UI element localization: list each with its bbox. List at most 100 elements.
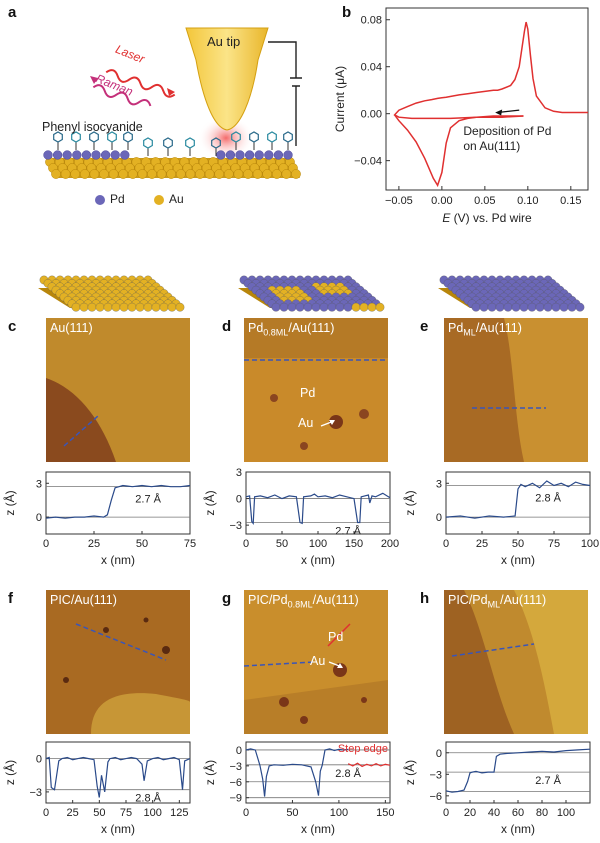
phenyl-ring: [249, 131, 259, 143]
model-au-atom: [151, 302, 161, 312]
pd-atom: [235, 150, 245, 160]
model-pd-atom: [527, 302, 537, 312]
profile-ytick-label: −6: [429, 791, 442, 803]
profile-xtick-label: 60: [512, 807, 524, 819]
profile-chart-h: 0 20 40 60 80 100 −6 −3 0 2.7 Å z (Å) x (nm): [402, 741, 591, 836]
profile-frame: [245, 741, 391, 804]
cv-xtick-label: −0.05: [385, 195, 413, 207]
stm-label-d-sub: 0.8ML: [263, 327, 289, 338]
stm-label-h-tail: /Au(111): [500, 593, 547, 607]
cv-xlabel-symbol: E: [442, 211, 451, 225]
stm-g-au-label: Au: [310, 654, 326, 668]
profile-step-annotation: 2.8 Å: [335, 767, 361, 780]
profile-ytick-label: −3: [29, 787, 42, 799]
cv-chart: −0.05 0.00 0.05 0.10 0.15 −0.04 0.00 0.04 0.08 De…: [333, 7, 589, 225]
profile-xtick-label: 50: [136, 538, 148, 550]
profile-frame: [245, 471, 391, 535]
model-pd-atom: [519, 302, 529, 312]
circuit-wire: [268, 41, 302, 146]
pd-atom: [43, 150, 53, 160]
panel-letter-f: f: [8, 590, 13, 607]
model-au-atom: [87, 302, 97, 312]
au-atom: [262, 169, 273, 179]
stm-image-d: Pd0.8ML/Au(111) Pd Au: [244, 318, 388, 462]
profile-xtick-label: 50: [276, 538, 288, 550]
stm-image-c: Au(111): [46, 318, 190, 462]
profile-line: [445, 748, 591, 793]
stm-label-e-sub: ML: [463, 327, 476, 338]
au-atom: [233, 169, 244, 179]
laser-arrow: [167, 88, 175, 96]
model-au-atom: [159, 302, 169, 312]
stm-d-pd-label: Pd: [300, 386, 316, 400]
stm-label-e-tail: /Au(111): [475, 321, 522, 335]
cv-annotation-line2: on Au(111): [463, 139, 520, 153]
au-atom: [166, 169, 177, 179]
stm-image-g: PIC/Pd0.8ML/Au(111) Pd Au: [244, 590, 388, 734]
profile-step-annotation: 2.7 Å: [335, 524, 361, 537]
profile-xtick-label: 25: [476, 538, 488, 550]
profile-xtick-label: 40: [488, 807, 500, 819]
au-atom-row: [45, 157, 301, 179]
profile-xtick-label: 20: [464, 807, 476, 819]
au-atom: [127, 169, 138, 179]
au-atom: [79, 169, 90, 179]
profile-xtick-label: 125: [170, 807, 188, 819]
stm-label-d-tail: /Au(111): [288, 321, 335, 335]
phenyl-isocyanide-molecules: [53, 131, 293, 156]
profile-ytick-label: −3: [229, 761, 242, 773]
profile-step-annotation: 2.8 Å: [535, 492, 561, 505]
phenyl-ring: [123, 131, 133, 143]
stm-g-pd-label: Pd: [328, 630, 344, 644]
pd-atom: [91, 150, 101, 160]
profile-ylabel: z (Å): [402, 760, 417, 785]
au-tip: [185, 27, 269, 131]
profile-xtick-label: 200: [381, 538, 399, 550]
cv-ytick-label: 0.00: [361, 109, 382, 121]
stm-image-h: PIC/PdML/Au(111): [444, 590, 588, 734]
pd-atom: [273, 150, 284, 160]
au-atom: [51, 169, 61, 179]
pd-atom-row: [43, 150, 293, 160]
phenyl-ring: [211, 137, 221, 149]
panel-letter-g: g: [222, 590, 232, 607]
cv-frame: [385, 7, 589, 191]
model-pd-atom: [279, 302, 289, 312]
phenyl-ring: [163, 137, 173, 149]
profile-ylabel: z (Å): [402, 490, 417, 515]
pd-atom: [52, 150, 63, 160]
model-au-atom: [111, 302, 121, 312]
pd-atom: [225, 150, 236, 160]
profile-line: [347, 762, 391, 768]
stm-label-h-main: PIC/Pd: [448, 593, 488, 607]
phenyl-ring: [107, 131, 117, 143]
schematic-figure: [43, 27, 302, 205]
phenyl-ring: [53, 131, 63, 143]
profile-xtick-label: 0: [443, 807, 449, 819]
profile-xtick-label: 100: [330, 807, 348, 819]
profile-step-annotation: 2.8 Å: [135, 792, 161, 805]
panel-letter-c: c: [8, 318, 17, 335]
model-pd-atom: [559, 302, 569, 312]
model-pd-atom: [495, 302, 505, 312]
stm-image-f: PIC/Au(111): [46, 590, 190, 734]
profile-xtick-label: 75: [184, 538, 196, 550]
phenyl-ring: [143, 137, 153, 149]
profile-chart-c: 0 25 50 75 0 3 2.7 Å z (Å) x (nm): [2, 471, 196, 567]
model-pd-atom: [503, 302, 513, 312]
au-atom: [137, 169, 148, 179]
model-pd-atom: [295, 302, 305, 312]
raman-arrow: [90, 76, 98, 84]
panel-letter-d: d: [222, 318, 232, 335]
au-atom: [214, 169, 225, 179]
raman-wave: [92, 84, 152, 107]
tip-label: Au tip: [207, 34, 241, 49]
cv-xtick-label: 0.15: [560, 195, 581, 207]
profile-xtick-label: 50: [512, 538, 524, 550]
profile-ytick-label: 0: [236, 494, 242, 506]
model-pd-atom: [535, 302, 545, 312]
model-pd-atom: [319, 302, 329, 312]
stm-d-au-label: Au: [298, 416, 314, 430]
profile-chart-g: 0 50 100 150 −9 −6 −3 0 2.8 Å Step edge z (Å) x (nm…: [202, 741, 395, 836]
